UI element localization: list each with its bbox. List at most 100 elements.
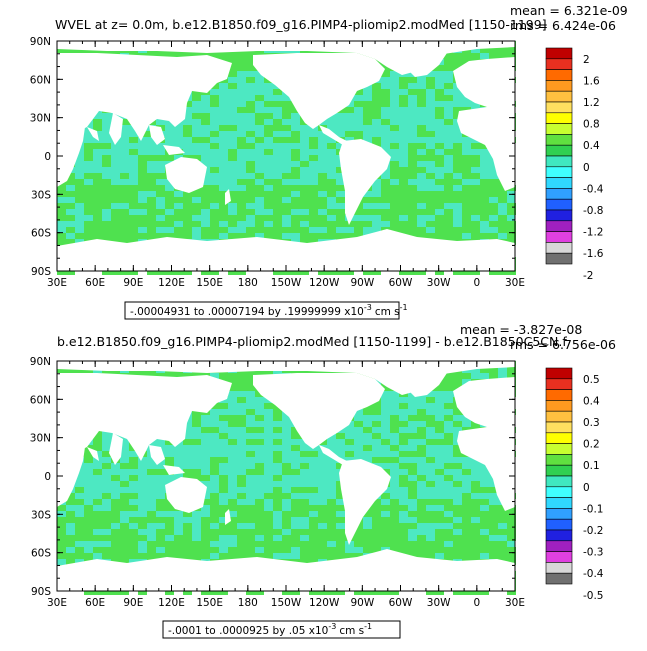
- colorbar-label: 1.6: [583, 75, 600, 87]
- colorbar-swatch: [545, 209, 573, 222]
- colorbar-swatch: [545, 69, 573, 81]
- colorbar-swatch: [545, 242, 573, 254]
- colorbar-swatch: [545, 188, 573, 200]
- colorbar-swatch: [545, 432, 573, 444]
- colorbar-label: -2: [583, 270, 593, 282]
- colorbar-label: 0: [583, 162, 590, 174]
- colorbar-swatch: [545, 497, 573, 509]
- colorbar-label: 0.2: [583, 439, 600, 451]
- x-tick-label: 180: [238, 277, 258, 289]
- colorbar-swatch: [545, 421, 573, 434]
- x-tick-label: 150E: [196, 277, 223, 289]
- panel-top-colorbar: 2 1.6 1.2 0.8 0.4 0 -0.4 -0.8 -1.2 -1.6 -2: [545, 47, 604, 282]
- x-tick-label: 60E: [85, 277, 105, 289]
- panel-bottom-rms: rms = 6.756e-06: [510, 337, 616, 352]
- colorbar-swatch: [545, 220, 573, 232]
- colorbar-swatch: [545, 529, 573, 542]
- svg-text:-.0001 to .0000925 by .05 x10-: -.0001 to .0000925 by .05 x10-3 cm s-1: [168, 622, 372, 637]
- x-tick-label: 90W: [350, 597, 374, 609]
- colorbar-swatch: [545, 252, 573, 265]
- colorbar-swatch: [545, 464, 573, 477]
- colorbar-swatch: [545, 155, 573, 168]
- colorbar-swatch: [545, 198, 573, 211]
- colorbar-swatch: [545, 231, 573, 243]
- panel-bottom-range-label: -.0001 to .0000925 by .05 x10-3 cm s-1: [162, 620, 401, 639]
- colorbar-swatch: [545, 475, 573, 488]
- panel-top-xaxis: 30E 60E 90E 120E 150E 180 150W 120W 90W 60W 30W 0 30…: [47, 41, 525, 289]
- panel-bottom-colorbar: 0.5 0.4 0.3 0.2 0.1 0 -0.1 -0.2 -0.3 -0.4 -0.5: [545, 367, 604, 602]
- x-tick-label: 120E: [158, 277, 185, 289]
- y-tick-label: 90S: [31, 586, 51, 598]
- x-tick-label: 60W: [389, 597, 413, 609]
- colorbar-swatch: [545, 562, 573, 574]
- colorbar-label: -0.3: [583, 547, 604, 559]
- y-tick-label: 30S: [31, 509, 51, 521]
- colorbar-label: 0: [583, 482, 590, 494]
- panel-top-rms: rms = 6.424e-06: [510, 18, 616, 33]
- x-tick-label: 30E: [47, 597, 67, 609]
- colorbar-swatch: [545, 177, 573, 189]
- x-tick-label: 30W: [427, 597, 451, 609]
- panel-bottom-map: [57, 361, 516, 595]
- x-tick-label: 150W: [271, 597, 302, 609]
- colorbar-swatch: [545, 410, 573, 423]
- x-tick-label: 90E: [123, 597, 143, 609]
- colorbar-label: -0.5: [583, 590, 604, 602]
- colorbar-swatch: [545, 123, 573, 135]
- x-tick-label: 30E: [47, 277, 67, 289]
- colorbar-label: -1.6: [583, 248, 604, 260]
- x-tick-label: 150W: [271, 277, 302, 289]
- colorbar-label: -0.2: [583, 525, 604, 537]
- x-tick-label: 120W: [309, 277, 340, 289]
- colorbar-label: 0.5: [583, 374, 600, 386]
- colorbar-swatch: [545, 90, 573, 103]
- colorbar-swatch: [545, 486, 573, 498]
- x-tick-label: 60E: [85, 597, 105, 609]
- colorbar-swatch: [545, 454, 573, 466]
- colorbar-swatch: [545, 518, 573, 531]
- panel-top-range-label: -.00004931 to .00007194 by .19999999 x10…: [124, 301, 408, 320]
- y-tick-label: 60N: [30, 394, 51, 406]
- colorbar-swatch: [545, 540, 573, 552]
- x-tick-label: 30E: [505, 277, 525, 289]
- colorbar-label: 0.3: [583, 417, 600, 429]
- colorbar-label: 2: [583, 54, 590, 66]
- panel-bottom-yaxis: 90N 60N 30N 0 30S 60S 90S: [30, 356, 515, 598]
- colorbar-label: 1.2: [583, 97, 600, 109]
- y-tick-label: 30N: [30, 433, 51, 445]
- panel-top: WVEL at z= 0.0m, b.e12.B1850.f09_g16.PIM…: [30, 3, 628, 320]
- colorbar-label: -0.4: [583, 183, 604, 195]
- colorbar-label: -0.4: [583, 568, 604, 580]
- colorbar-swatch: [545, 134, 573, 146]
- colorbar-label: 0.4: [583, 395, 600, 407]
- colorbar-swatch: [545, 508, 573, 520]
- panel-top-map: [57, 41, 516, 275]
- colorbar-swatch: [545, 443, 573, 455]
- x-tick-label: 180: [238, 597, 258, 609]
- x-tick-label: 0: [473, 277, 480, 289]
- y-tick-label: 90N: [30, 36, 51, 48]
- x-tick-label: 90W: [350, 277, 374, 289]
- x-tick-label: 120E: [158, 597, 185, 609]
- panel-top-yaxis: 90N 60N 30N 0 30S 60S 90S: [30, 36, 515, 278]
- colorbar-label: -1.2: [583, 227, 604, 239]
- colorbar-label: 0.4: [583, 140, 600, 152]
- colorbar-swatch: [545, 367, 573, 380]
- colorbar-swatch: [545, 389, 573, 401]
- y-tick-label: 90S: [31, 266, 51, 278]
- panel-bottom-mean: mean = -3.827e-08: [460, 322, 582, 337]
- y-tick-label: 90N: [30, 356, 51, 368]
- y-tick-label: 60S: [31, 228, 51, 240]
- colorbar-swatch: [545, 551, 573, 563]
- y-tick-label: 60S: [31, 548, 51, 560]
- panel-bottom-xaxis: 30E 60E 90E 120E 150E 180 150W 120W 90W 60W 30W 0 30…: [47, 361, 525, 609]
- colorbar-swatch: [545, 144, 573, 157]
- panel-bottom-title: b.e12.B1850.f09_g16.PIMP4-pliomip2.modMe…: [57, 334, 567, 349]
- y-tick-label: 0: [44, 151, 51, 163]
- x-tick-label: 120W: [309, 597, 340, 609]
- x-tick-label: 30E: [505, 597, 525, 609]
- x-tick-label: 60W: [389, 277, 413, 289]
- svg-text:-.00004931 to .00007194 by .19: -.00004931 to .00007194 by .19999999 x10…: [130, 303, 408, 318]
- colorbar-swatch: [545, 400, 573, 412]
